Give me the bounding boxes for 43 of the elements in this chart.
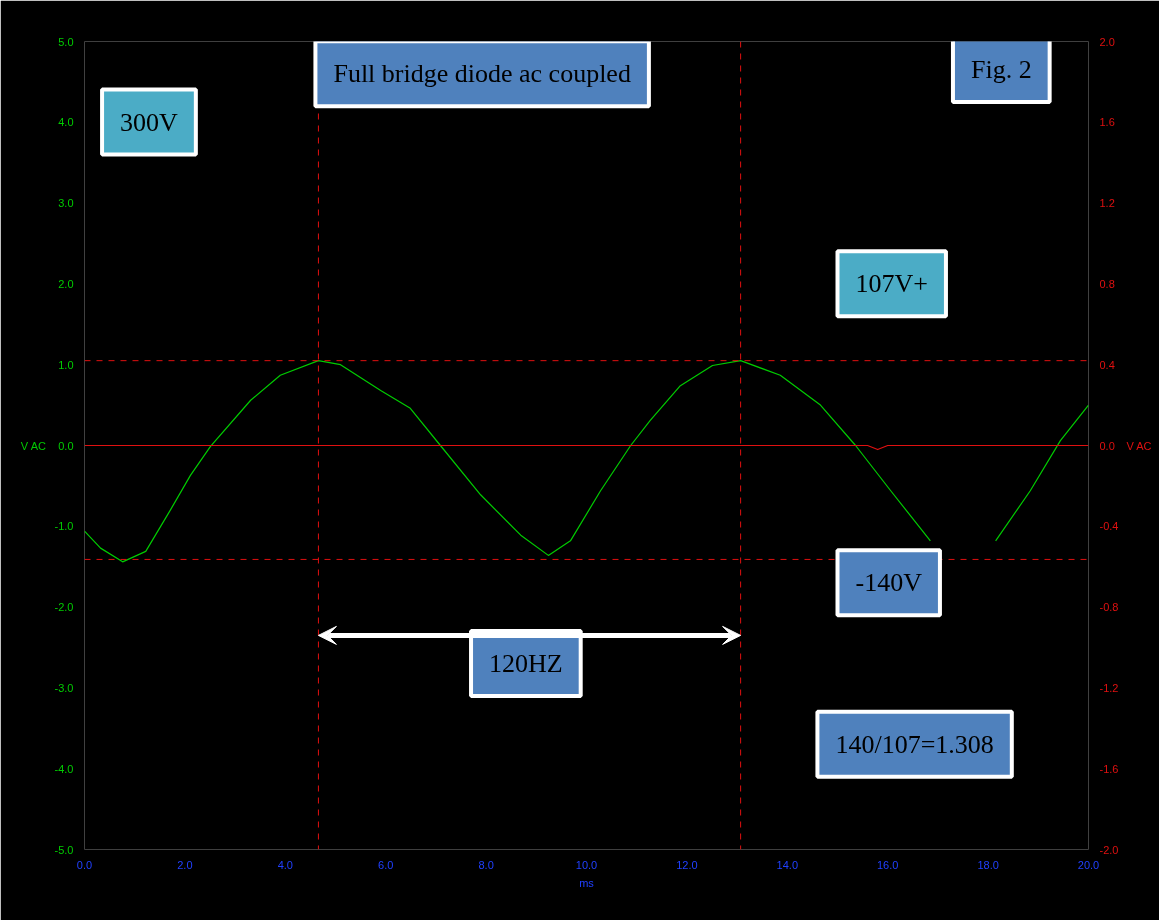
y2-tick-label: -1.2 bbox=[1099, 681, 1119, 694]
x-tick-label: 16.0 bbox=[877, 858, 899, 871]
y2-axis-title: V AC bbox=[1126, 439, 1152, 452]
y-tick-label: 4.0 bbox=[58, 116, 74, 129]
y2-tick-label: 1.2 bbox=[1099, 197, 1115, 210]
x-tick-label: 4.0 bbox=[277, 858, 293, 871]
x-tick-label: 18.0 bbox=[977, 858, 999, 871]
y-tick-label: 5.0 bbox=[58, 35, 74, 48]
x-axis-title: ms bbox=[579, 876, 595, 889]
x-tick-label: 20.0 bbox=[1077, 858, 1100, 871]
y2-tick-label: -0.4 bbox=[1099, 520, 1119, 533]
y2-tick-label: 1.6 bbox=[1099, 116, 1115, 129]
annotation: 120HZ bbox=[489, 648, 563, 678]
x-tick-label: 2.0 bbox=[177, 858, 193, 871]
y2-tick-label: 0.0 bbox=[1099, 439, 1115, 452]
y-axis-title: V AC bbox=[20, 439, 46, 452]
y-tick-label: -5.0 bbox=[54, 843, 74, 856]
annotation: -140V bbox=[855, 568, 923, 598]
y2-tick-label: -2.0 bbox=[1099, 843, 1119, 856]
x-tick-label: 6.0 bbox=[378, 858, 394, 871]
y-tick-label: -4.0 bbox=[54, 762, 74, 775]
x-tick-label: 14.0 bbox=[776, 858, 799, 871]
y-tick-label: -1.0 bbox=[54, 520, 74, 533]
y2-tick-label: 2.0 bbox=[1099, 35, 1115, 48]
y-tick-label: 1.0 bbox=[58, 358, 74, 371]
x-tick-label: 12.0 bbox=[676, 858, 698, 871]
y-tick-label: -3.0 bbox=[54, 681, 74, 694]
annotation: Fig. 2 bbox=[970, 55, 1032, 85]
annotation: 140/107=1.308 bbox=[835, 729, 994, 759]
y2-tick-label: -0.8 bbox=[1099, 601, 1119, 614]
x-tick-label: 10.0 bbox=[575, 858, 598, 871]
y-tick-label: 3.0 bbox=[58, 197, 74, 210]
annotation: Full bridge diode ac coupled bbox=[333, 59, 631, 89]
x-tick-label: 0.0 bbox=[76, 858, 93, 871]
annotation: 300V bbox=[120, 107, 179, 137]
annotation: 107V+ bbox=[855, 269, 928, 299]
y2-tick-label: 0.4 bbox=[1099, 358, 1115, 371]
y2-tick-label: -1.6 bbox=[1099, 762, 1119, 775]
y-tick-label: 0.0 bbox=[58, 439, 74, 452]
y-tick-label: 2.0 bbox=[58, 277, 74, 290]
x-tick-label: 8.0 bbox=[478, 858, 494, 871]
y-tick-label: -2.0 bbox=[54, 601, 74, 614]
y2-tick-label: 0.8 bbox=[1099, 277, 1115, 290]
